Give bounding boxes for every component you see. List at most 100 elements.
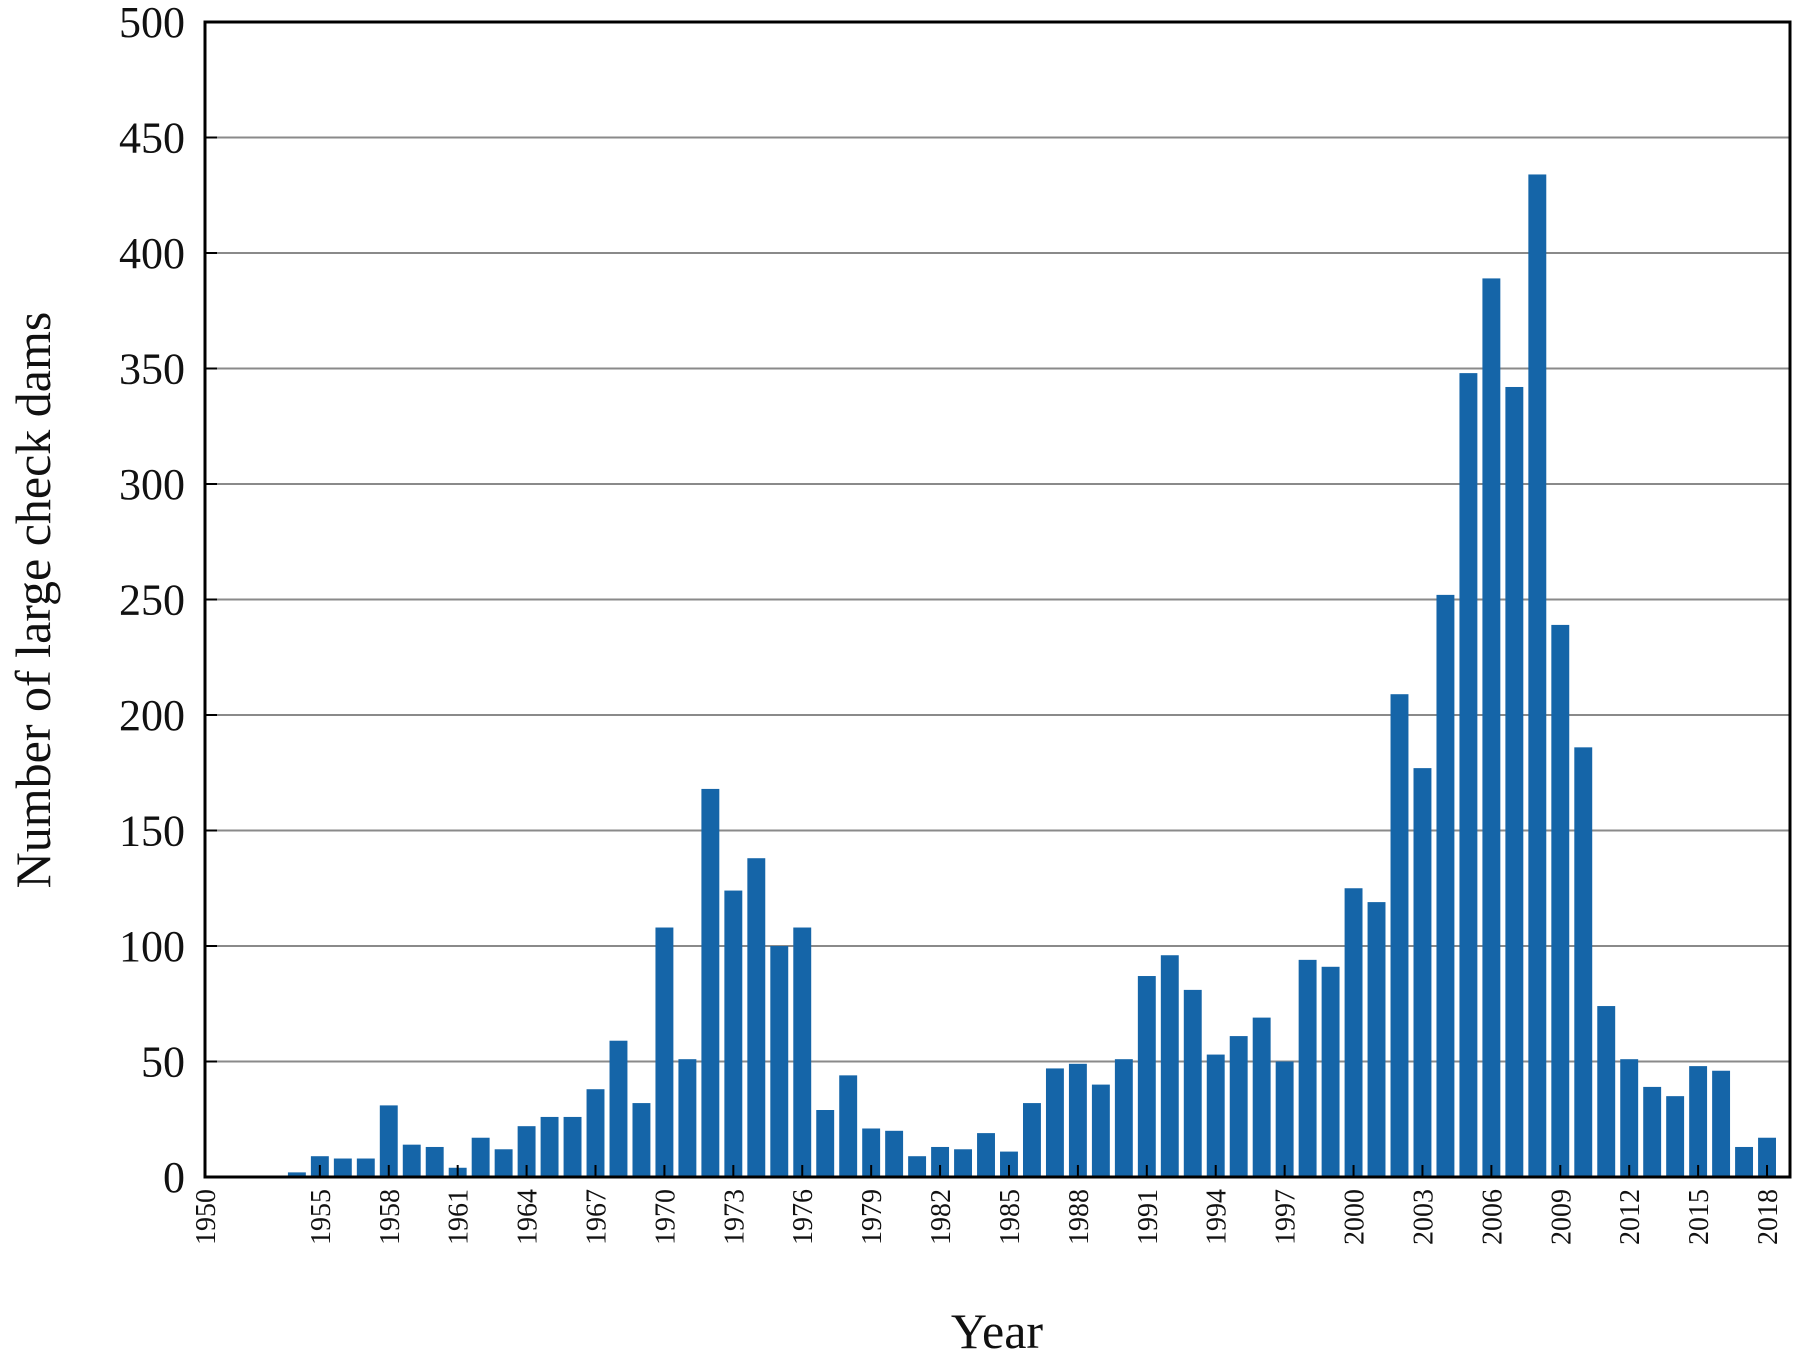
x-tick-label-1979: 1979 bbox=[857, 1189, 888, 1245]
bar-1991 bbox=[1137, 976, 1156, 1177]
bar-1967 bbox=[586, 1089, 605, 1177]
bar-1997 bbox=[1275, 1061, 1294, 1177]
bar-2003 bbox=[1413, 768, 1432, 1177]
bar-1975 bbox=[770, 946, 789, 1177]
x-tick-label-1970: 1970 bbox=[650, 1189, 681, 1245]
x-tick-label-2018: 2018 bbox=[1753, 1189, 1784, 1245]
bar-2008 bbox=[1528, 174, 1547, 1177]
bar-1989 bbox=[1091, 1084, 1110, 1177]
bar-1987 bbox=[1045, 1068, 1064, 1177]
bar-1958 bbox=[379, 1105, 398, 1177]
bar-1980 bbox=[885, 1130, 904, 1177]
bar-1998 bbox=[1298, 959, 1317, 1177]
y-tick-label-200: 200 bbox=[119, 691, 185, 740]
x-axis-tick-labels: 1950 1955 1958 1961 1964 1967 1970 1973 1976 1979… bbox=[191, 1189, 1784, 1245]
x-tick-label-2015: 2015 bbox=[1684, 1189, 1715, 1245]
x-tick-label-2003: 2003 bbox=[1408, 1189, 1439, 1245]
bar-2004 bbox=[1436, 594, 1455, 1177]
y-tick-label-0: 0 bbox=[163, 1153, 185, 1202]
bar-1963 bbox=[494, 1149, 513, 1177]
y-axis-title: Number of large check dams bbox=[5, 312, 61, 889]
bar-1982 bbox=[931, 1146, 950, 1177]
bar-1954 bbox=[287, 1172, 306, 1177]
bar-2014 bbox=[1666, 1096, 1685, 1177]
bar-1992 bbox=[1160, 955, 1179, 1177]
bar-1966 bbox=[563, 1116, 582, 1177]
x-tick-label-2000: 2000 bbox=[1340, 1189, 1371, 1245]
y-tick-label-500: 500 bbox=[119, 0, 185, 47]
bar-1983 bbox=[954, 1149, 973, 1177]
bar-1956 bbox=[333, 1158, 352, 1177]
bar-1977 bbox=[816, 1110, 835, 1177]
x-tick-label-1994: 1994 bbox=[1202, 1189, 1233, 1245]
y-tick-label-150: 150 bbox=[119, 807, 185, 856]
x-tick-label-1976: 1976 bbox=[788, 1189, 819, 1245]
bar-2000 bbox=[1344, 888, 1363, 1177]
bar-1970 bbox=[655, 927, 674, 1177]
x-axis-title: Year bbox=[951, 1303, 1043, 1359]
bar-2009 bbox=[1551, 624, 1570, 1177]
x-tick-label-1964: 1964 bbox=[513, 1189, 544, 1245]
bar-2005 bbox=[1459, 373, 1478, 1177]
y-tick-label-100: 100 bbox=[119, 922, 185, 971]
bars bbox=[287, 174, 1776, 1178]
x-tick-label-1967: 1967 bbox=[582, 1189, 613, 1245]
bar-1985 bbox=[1000, 1151, 1018, 1177]
x-tick-label-1997: 1997 bbox=[1271, 1189, 1302, 1245]
bar-1993 bbox=[1183, 989, 1202, 1177]
bar-1973 bbox=[724, 890, 743, 1177]
x-tick-label-1985: 1985 bbox=[995, 1189, 1026, 1245]
bar-1962 bbox=[471, 1137, 490, 1177]
bar-2011 bbox=[1597, 1006, 1616, 1177]
y-axis-tick-labels: 0 50 100 150 200 250 300 350 400 450 500 bbox=[119, 0, 185, 1202]
bar-1986 bbox=[1022, 1103, 1041, 1177]
x-tick-label-1955: 1955 bbox=[306, 1189, 337, 1245]
bar-1984 bbox=[977, 1133, 995, 1177]
bar-1979 bbox=[862, 1128, 881, 1177]
gridlines bbox=[205, 136, 1790, 1063]
axis-ticks bbox=[204, 21, 1769, 1178]
bar-2017 bbox=[1735, 1146, 1754, 1177]
bar-1974 bbox=[747, 858, 766, 1177]
bar-1978 bbox=[839, 1075, 858, 1177]
x-tick-label-1950: 1950 bbox=[191, 1189, 222, 1245]
x-tick-label-1991: 1991 bbox=[1133, 1189, 1164, 1245]
bar-1965 bbox=[540, 1116, 559, 1177]
bar-1960 bbox=[425, 1146, 444, 1177]
bar-2010 bbox=[1574, 747, 1593, 1177]
bar-1988 bbox=[1068, 1063, 1087, 1177]
x-tick-label-1961: 1961 bbox=[444, 1189, 475, 1245]
bar-1964 bbox=[517, 1126, 536, 1177]
bar-2001 bbox=[1367, 902, 1386, 1177]
bar-1957 bbox=[356, 1158, 375, 1177]
y-tick-label-250: 250 bbox=[119, 576, 185, 625]
bar-2002 bbox=[1390, 694, 1409, 1177]
bar-2007 bbox=[1505, 386, 1524, 1178]
y-tick-label-400: 400 bbox=[119, 229, 185, 278]
bar-1976 bbox=[793, 927, 812, 1177]
bar-1969 bbox=[632, 1103, 651, 1177]
bar-1994 bbox=[1206, 1054, 1225, 1177]
bar-1981 bbox=[908, 1156, 927, 1177]
x-tick-label-1982: 1982 bbox=[926, 1189, 957, 1245]
bar-1999 bbox=[1321, 966, 1340, 1177]
bar-1995 bbox=[1229, 1036, 1248, 1177]
x-tick-label-1988: 1988 bbox=[1064, 1189, 1095, 1245]
bar-1968 bbox=[609, 1040, 628, 1177]
bar-2015 bbox=[1689, 1066, 1708, 1177]
y-tick-label-350: 350 bbox=[119, 345, 185, 394]
bar-1972 bbox=[701, 788, 720, 1177]
bar-2016 bbox=[1712, 1070, 1731, 1177]
x-tick-label-2006: 2006 bbox=[1477, 1189, 1508, 1245]
y-tick-label-50: 50 bbox=[141, 1038, 185, 1087]
bar-1971 bbox=[678, 1059, 697, 1177]
x-tick-label-2012: 2012 bbox=[1615, 1189, 1646, 1245]
y-tick-label-300: 300 bbox=[119, 460, 185, 509]
y-tick-label-450: 450 bbox=[119, 114, 185, 163]
bar-1959 bbox=[402, 1144, 421, 1177]
x-tick-label-1958: 1958 bbox=[375, 1189, 406, 1245]
bar-2006 bbox=[1482, 278, 1501, 1177]
bar-2013 bbox=[1643, 1086, 1662, 1177]
bar-2012 bbox=[1620, 1059, 1639, 1177]
